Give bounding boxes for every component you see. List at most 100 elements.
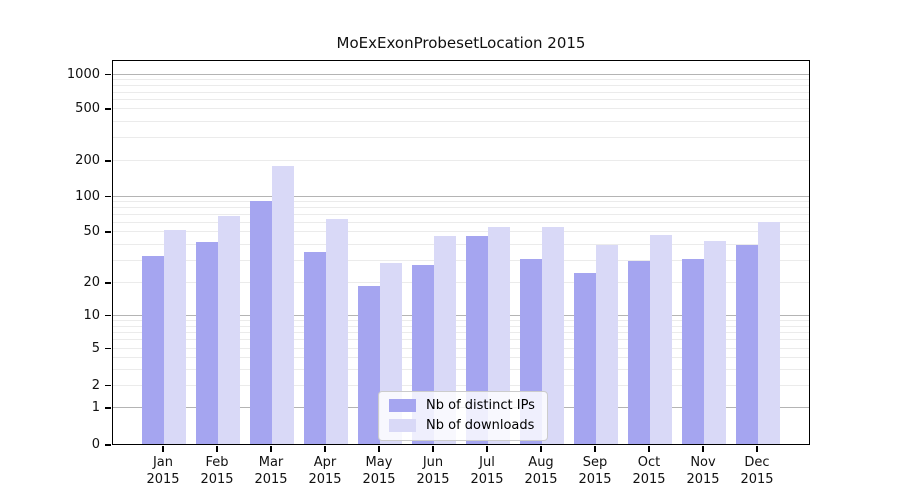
x-axis-tick-label: Nov 2015 — [671, 454, 735, 488]
y-axis-tick-label: 10 — [83, 307, 100, 323]
x-axis-tick — [756, 446, 758, 452]
x-axis-tick-year: 2015 — [470, 472, 504, 487]
bar-nb-of-distinct-ips — [142, 255, 164, 444]
gridline-minor — [113, 121, 809, 123]
x-axis-tick-year: 2015 — [254, 472, 288, 487]
gridline-minor — [113, 85, 809, 86]
gridline-minor — [113, 282, 809, 284]
y-axis-tick-label: 20 — [83, 275, 100, 290]
gridline-minor — [113, 243, 809, 245]
gridline-minor — [113, 384, 809, 386]
gridline-minor — [113, 201, 809, 203]
y-axis-tick — [105, 407, 111, 409]
y-axis-tick-label: 50 — [83, 224, 100, 239]
plot-area — [112, 60, 810, 445]
gridline-minor — [113, 231, 809, 233]
y-axis-tick-label: 1000 — [66, 66, 100, 82]
y-axis-tick-label: 5 — [91, 340, 100, 356]
x-axis-tick-year: 2015 — [740, 472, 774, 487]
gridline-minor — [113, 207, 809, 209]
y-axis-tick — [105, 314, 111, 317]
bar-nb-of-downloads — [542, 226, 564, 444]
legend-label-distinct-ips: Nb of distinct IPs — [426, 398, 535, 413]
x-axis-tick-label: Apr 2015 — [293, 454, 357, 488]
y-axis-tick — [105, 282, 111, 284]
legend-label-downloads: Nb of downloads — [426, 418, 535, 433]
gridline-minor — [113, 331, 809, 333]
gridline-major — [113, 73, 809, 75]
bar-nb-of-downloads — [272, 165, 294, 444]
x-axis-tick-year: 2015 — [524, 472, 558, 487]
gridline-major — [113, 195, 809, 197]
gridline-major — [113, 314, 809, 316]
y-axis-tick — [105, 195, 111, 198]
x-axis-tick-label: Sep 2015 — [563, 454, 627, 488]
y-axis-tick — [105, 73, 111, 76]
y-axis-tick-label: 500 — [75, 101, 100, 116]
legend-swatch-distinct-ips — [389, 399, 416, 412]
y-axis-tick-label: 1 — [91, 400, 100, 415]
bar-nb-of-distinct-ips — [682, 259, 704, 444]
bar-nb-of-downloads — [488, 226, 510, 444]
bar-nb-of-distinct-ips — [196, 242, 218, 444]
y-axis-tick — [105, 160, 111, 162]
x-axis-tick-year: 2015 — [146, 472, 180, 487]
bar-nb-of-distinct-ips — [628, 261, 650, 444]
y-axis-tick — [105, 108, 111, 110]
x-axis-tick-label: Jul 2015 — [455, 454, 519, 488]
x-axis-tick-label: Dec 2015 — [725, 454, 789, 488]
gridline-minor — [113, 325, 809, 327]
y-axis-tick — [105, 231, 111, 233]
bar-nb-of-downloads — [704, 241, 726, 444]
bar-nb-of-downloads — [326, 219, 348, 444]
gridline-minor — [113, 79, 809, 81]
bar-nb-of-downloads — [596, 245, 618, 444]
gridline-minor — [113, 259, 809, 261]
y-axis-tick — [105, 384, 111, 387]
bar-nb-of-distinct-ips — [358, 286, 380, 444]
x-axis-tick — [540, 446, 542, 452]
x-axis-tick-label: Oct 2015 — [617, 454, 681, 488]
gridline-minor — [113, 339, 809, 341]
legend: Nb of distinct IPs Nb of downloads — [378, 391, 548, 441]
gridline-minor — [113, 91, 809, 93]
bar-nb-of-downloads — [758, 222, 780, 444]
legend-item-downloads: Nb of downloads — [389, 417, 535, 434]
x-axis-tick — [324, 446, 326, 452]
bar-nb-of-distinct-ips — [736, 245, 758, 444]
x-axis-tick — [162, 446, 164, 452]
gridline-minor — [113, 368, 809, 370]
y-axis-tick-label: 0 — [91, 437, 100, 452]
gridline-minor — [113, 160, 809, 162]
x-axis-tick-year: 2015 — [578, 472, 612, 487]
legend-item-distinct-ips: Nb of distinct IPs — [389, 397, 535, 414]
x-axis-tick — [216, 446, 218, 452]
x-axis-tick — [702, 446, 704, 452]
x-axis-tick-year: 2015 — [308, 472, 342, 487]
bar-nb-of-distinct-ips — [250, 201, 272, 444]
gridline-minor — [113, 99, 809, 101]
x-axis-tick — [270, 446, 272, 452]
x-axis-tick-year: 2015 — [200, 472, 234, 487]
bar-nb-of-distinct-ips — [304, 252, 326, 444]
y-axis-tick — [105, 347, 111, 350]
x-axis-tick — [594, 446, 596, 452]
bar-nb-of-downloads — [650, 234, 672, 444]
gridline-minor — [113, 347, 809, 349]
x-axis-tick-year: 2015 — [362, 472, 396, 487]
gridline-minor — [113, 108, 809, 110]
x-axis-tick-label: Jan 2015 — [131, 454, 195, 488]
x-axis-tick-label: Mar 2015 — [239, 454, 303, 488]
gridline-minor — [113, 222, 809, 224]
y-axis-tick-label: 2 — [91, 377, 100, 393]
x-axis-tick-label: Aug 2015 — [509, 454, 573, 488]
bar-nb-of-downloads — [164, 229, 186, 444]
chart-title: MoExExonProbesetLocation 2015 — [336, 34, 586, 52]
gridline-minor — [113, 214, 809, 216]
x-axis-tick-year: 2015 — [686, 472, 720, 487]
x-axis-tick — [432, 446, 434, 452]
x-axis-tick-label: Feb 2015 — [185, 454, 249, 488]
gridline-minor — [113, 137, 809, 139]
x-axis-tick — [378, 446, 380, 452]
